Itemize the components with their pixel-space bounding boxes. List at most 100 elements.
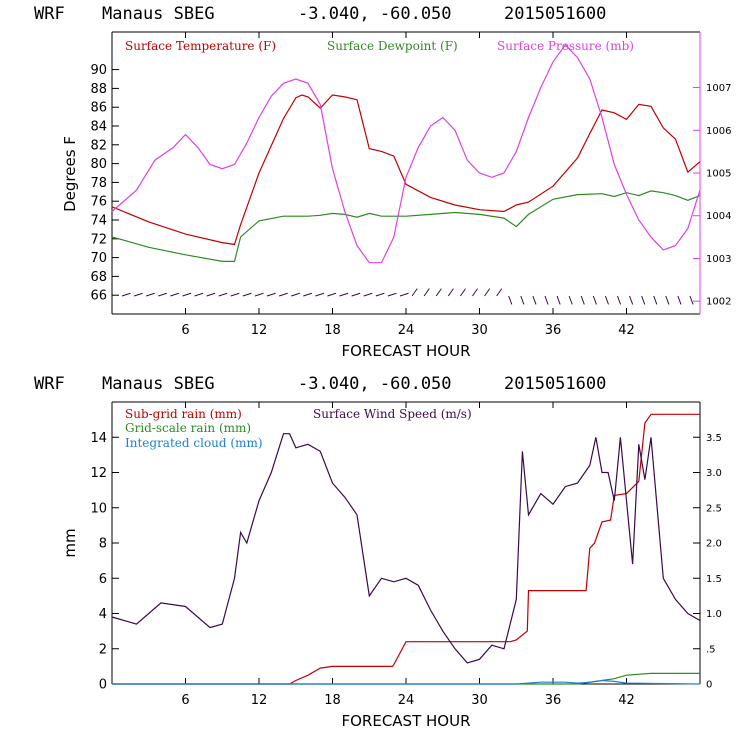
wind-barb xyxy=(508,295,513,305)
bottom-x-axis-label: FORECAST HOUR xyxy=(341,712,470,730)
wind-barb xyxy=(580,295,585,305)
top-y-tick-label: 74 xyxy=(90,214,107,229)
wind-barb xyxy=(604,295,609,305)
wind-barb xyxy=(617,295,622,305)
top-x-tick-label: 30 xyxy=(471,323,488,338)
bottom-y2-tick-label: 1.0 xyxy=(706,609,722,620)
wind-barb xyxy=(459,288,466,297)
bottom-y2-tick-label: 2.0 xyxy=(706,539,722,550)
top-x-tick-label: 36 xyxy=(545,323,562,338)
top-y-tick-label: 90 xyxy=(90,63,107,78)
wind-barb xyxy=(653,295,658,305)
top-y2-tick-label: 1002 xyxy=(706,297,731,308)
wind-barb xyxy=(677,295,682,305)
top-y2-tick-label: 1007 xyxy=(706,83,731,94)
bottom-header-coords: -3.040, -60.050 xyxy=(298,374,452,394)
wind-barb xyxy=(568,295,573,305)
top-x-tick-label: 24 xyxy=(398,323,415,338)
legend-pressure: Surface Pressure (mb) xyxy=(497,39,634,53)
wind-barb xyxy=(520,295,525,305)
wind-barb xyxy=(121,292,131,297)
wind-barb xyxy=(327,292,337,297)
bottom-y-tick-label: 4 xyxy=(99,607,107,622)
legend-cloud: Integrated cloud (mm) xyxy=(125,436,263,450)
legend-temperature: Surface Temperature (F) xyxy=(125,39,276,53)
top-y-tick-label: 66 xyxy=(90,289,107,304)
wind-barb xyxy=(254,292,264,297)
top-x-tick-label: 6 xyxy=(181,323,189,338)
top-y2-tick-label: 1005 xyxy=(706,169,731,180)
bottom-y-tick-label: 14 xyxy=(90,431,107,446)
wind-barb xyxy=(170,292,180,297)
wind-barb xyxy=(230,292,240,297)
legend-subgrid-rain: Sub-grid rain (mm) xyxy=(125,407,242,421)
wind-barb xyxy=(158,292,167,297)
bottom-y-tick-label: 0 xyxy=(99,678,107,693)
series-surface-pressure-mb xyxy=(111,43,701,264)
bottom-y2-tick-label: 1.5 xyxy=(706,574,722,585)
bottom-x-tick-label: 30 xyxy=(471,693,488,708)
legend-dewpoint: Surface Dewpoint (F) xyxy=(327,39,458,53)
top-y-tick-label: 82 xyxy=(90,138,107,153)
top-y2-tick-label: 1006 xyxy=(706,126,731,137)
wind-barb xyxy=(629,295,634,305)
top-header-init: 2015051600 xyxy=(504,4,606,24)
bottom-header-station: Manaus SBEG xyxy=(102,374,215,394)
wind-barb xyxy=(266,292,276,297)
top-header-station: Manaus SBEG xyxy=(102,4,215,24)
wind-barb xyxy=(363,292,373,297)
series-surface-dewpoint-f xyxy=(111,190,701,262)
bottom-y-axis-label: mm xyxy=(61,528,79,557)
wind-barb xyxy=(194,292,204,297)
top-y-axis-label: Degrees F xyxy=(61,136,79,212)
wind-barb xyxy=(556,295,561,305)
wind-barb xyxy=(641,295,646,305)
wind-barb xyxy=(472,288,479,297)
bottom-x-tick-label: 18 xyxy=(324,693,341,708)
wind-barb xyxy=(375,292,385,297)
top-y-tick-label: 86 xyxy=(90,101,107,116)
series-surface-wind-speed-m-s xyxy=(111,433,701,664)
series-integrated-cloud-mm xyxy=(112,679,701,685)
top-x-axis-label: FORECAST HOUR xyxy=(341,342,470,360)
wind-barb xyxy=(689,295,694,305)
bottom-y-tick-label: 8 xyxy=(99,537,107,552)
legend-grid-rain: Grid-scale rain (mm) xyxy=(125,421,251,435)
top-y-tick-label: 70 xyxy=(90,251,107,266)
wind-barb xyxy=(206,292,216,297)
wind-barb xyxy=(351,292,361,297)
wind-barb xyxy=(218,292,228,297)
bottom-y2-tick-label: 0 xyxy=(706,680,712,691)
series-surface-temperature-f xyxy=(111,94,701,246)
wind-barb xyxy=(447,288,454,297)
top-y-tick-label: 68 xyxy=(90,270,107,285)
wind-barb xyxy=(242,292,252,297)
wind-barb xyxy=(146,292,155,297)
top-y-tick-label: 76 xyxy=(90,195,107,210)
wind-barb xyxy=(291,292,300,297)
wind-barb xyxy=(435,288,442,297)
bottom-chart: 6 12 18 24 30 36 42024681012140.51.01.52.02.53… xyxy=(61,401,722,730)
top-x-tick-label: 12 xyxy=(251,323,268,338)
wind-barb xyxy=(278,292,288,297)
wind-barb xyxy=(387,292,397,297)
bottom-x-tick-label: 36 xyxy=(545,693,562,708)
bottom-x-tick-label: 6 xyxy=(181,693,189,708)
bottom-y-tick-label: 6 xyxy=(99,572,107,587)
bottom-y2-tick-label: .5 xyxy=(706,644,716,655)
top-header-model: WRF xyxy=(34,4,65,24)
wind-barb xyxy=(411,288,418,297)
top-x-tick-label: 18 xyxy=(324,323,341,338)
wind-barb xyxy=(303,292,312,297)
wind-barb xyxy=(484,288,491,297)
top-chart: 6 12 18 24 30 36 42 66 68 70 72 74 76 78 80 82 84 86 88 90 1… xyxy=(61,31,731,360)
bottom-x-tick-label: 24 xyxy=(398,693,415,708)
wind-barb xyxy=(339,292,349,297)
wind-barb xyxy=(665,295,670,305)
wind-barb xyxy=(423,288,430,297)
bottom-y2-tick-label: 2.5 xyxy=(706,503,722,514)
wind-barb xyxy=(532,295,537,305)
wind-barb xyxy=(592,295,597,305)
wind-barb xyxy=(544,295,549,305)
